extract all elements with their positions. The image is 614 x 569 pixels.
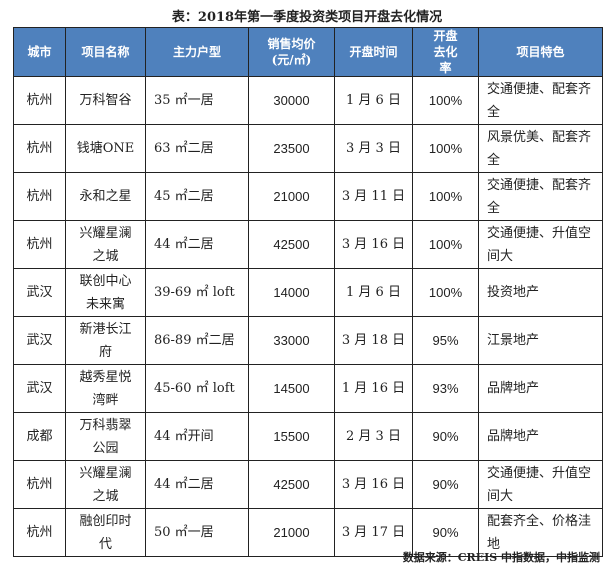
table-cell: 3 月 16 日 [334,220,413,269]
table-cell: 新港长江府 [65,316,146,365]
table-cell: 配套齐全、价格洼地 [478,508,603,557]
table-cell: 90% [412,412,479,461]
table-title: 表：2018年第一季度投资类项目开盘去化情况 [171,10,443,25]
table-cell: 33000 [248,316,335,365]
column-header: 项目名称 [65,27,146,77]
table-cell: 武汉 [13,316,66,365]
table-cell: 3 月 11 日 [334,172,413,221]
table-cell: 投资地产 [478,268,603,317]
table-cell: 武汉 [13,364,66,413]
table-cell: 93% [412,364,479,413]
table-row: 杭州 永和之星 45 ㎡二居 21000 3 月 11 日 100% 交通便捷、配套齐全 [13,172,603,221]
table-cell: 50 ㎡一居 [145,508,249,557]
table-cell: 23500 [248,124,335,173]
table-cell: 交通便捷、升值空间大 [478,460,603,509]
column-header: 城市 [13,27,66,77]
table-cell: 杭州 [13,460,66,509]
table-cell: 杭州 [13,76,66,125]
table-cell: 45 ㎡二居 [145,172,249,221]
table-cell: 杭州 [13,172,66,221]
table-cell: 交通便捷、配套齐全 [478,172,603,221]
table-cell: 3 月 3 日 [334,124,413,173]
table-cell: 2 月 3 日 [334,412,413,461]
table-cell: 100% [412,172,479,221]
table-cell: 39-69 ㎡ loft [145,268,249,317]
table-cell: 100% [412,76,479,125]
table-cell: 品牌地产 [478,412,603,461]
table-row: 武汉 联创中心未来寓 39-69 ㎡ loft 14000 1 月 6 日 100% 投资地… [13,268,603,317]
table-cell: 21000 [248,172,335,221]
table-cell: 1 月 16 日 [334,364,413,413]
table-cell: 3 月 16 日 [334,460,413,509]
table-cell: 100% [412,268,479,317]
table-cell: 杭州 [13,508,66,557]
table-row: 杭州 钱塘ONE 63 ㎡二居 23500 3 月 3 日 100% 风景优美、配套齐全 [13,124,603,173]
table-cell: 兴耀星澜之城 [65,220,146,269]
table-cell: 21000 [248,508,335,557]
table-row: 杭州 兴耀星澜之城 44 ㎡二居 42500 3 月 16 日 90% 交通便捷、升值空间大 [13,460,603,509]
table-row: 武汉 越秀星悦湾畔 45-60 ㎡ loft 14500 1 月 16 日 93% 品牌地产 [13,364,603,413]
table-cell: 武汉 [13,268,66,317]
table-cell: 44 ㎡二居 [145,460,249,509]
table-cell: 15500 [248,412,335,461]
column-header: 开盘去化率 [412,27,479,77]
table-cell: 45-60 ㎡ loft [145,364,249,413]
table-cell: 万科智谷 [65,76,146,125]
table-cell: 永和之星 [65,172,146,221]
table-cell: 钱塘ONE [65,124,146,173]
table-cell: 63 ㎡二居 [145,124,249,173]
column-header: 销售均价(元/㎡) [248,27,335,77]
column-header: 项目特色 [478,27,603,77]
table-cell: 联创中心未来寓 [65,268,146,317]
source-note: 数据来源：CREIS 中指数据，中指监测 [402,551,600,564]
table-cell: 交通便捷、升值空间大 [478,220,603,269]
table-cell: 100% [412,220,479,269]
table-cell: 1 月 6 日 [334,76,413,125]
table-cell: 杭州 [13,220,66,269]
table-cell: 86-89 ㎡二居 [145,316,249,365]
table-row: 杭州 融创印时代 50 ㎡一居 21000 3 月 17 日 90% 配套齐全、价格洼地 [13,508,603,557]
table-cell: 100% [412,124,479,173]
column-header: 开盘时间 [334,27,413,77]
table-cell: 3 月 18 日 [334,316,413,365]
table-cell: 万科翡翠公园 [65,412,146,461]
table-cell: 3 月 17 日 [334,508,413,557]
table-cell: 融创印时代 [65,508,146,557]
table-cell: 14000 [248,268,335,317]
table-cell: 90% [412,460,479,509]
table-cell: 14500 [248,364,335,413]
table-row: 武汉 新港长江府 86-89 ㎡二居 33000 3 月 18 日 95% 江景地产 [13,316,603,365]
table-cell: 杭州 [13,124,66,173]
table-cell: 42500 [248,220,335,269]
table-cell: 越秀星悦湾畔 [65,364,146,413]
table-cell: 44 ㎡二居 [145,220,249,269]
table-cell: 90% [412,508,479,557]
table-cell: 交通便捷、配套齐全 [478,76,603,125]
table-cell: 兴耀星澜之城 [65,460,146,509]
data-table: 城市 项目名称 主力户型 销售均价(元/㎡) 开盘时间 开盘去化率 项目特色 杭州 万科智谷 3… [13,27,603,557]
table-cell: 品牌地产 [478,364,603,413]
table-cell: 42500 [248,460,335,509]
table-cell: 江景地产 [478,316,603,365]
table-cell: 1 月 6 日 [334,268,413,317]
table-cell: 风景优美、配套齐全 [478,124,603,173]
column-header: 主力户型 [145,27,249,77]
table-row: 杭州 兴耀星澜之城 44 ㎡二居 42500 3 月 16 日 100% 交通便捷、升值空间… [13,220,603,269]
table-cell: 95% [412,316,479,365]
table-cell: 成都 [13,412,66,461]
table-row: 杭州 万科智谷 35 ㎡一居 30000 1 月 6 日 100% 交通便捷、配套齐全 [13,76,603,125]
table-cell: 35 ㎡一居 [145,76,249,125]
table-cell: 44 ㎡开间 [145,412,249,461]
table-row: 成都 万科翡翠公园 44 ㎡开间 15500 2 月 3 日 90% 品牌地产 [13,412,603,461]
table-cell: 30000 [248,76,335,125]
